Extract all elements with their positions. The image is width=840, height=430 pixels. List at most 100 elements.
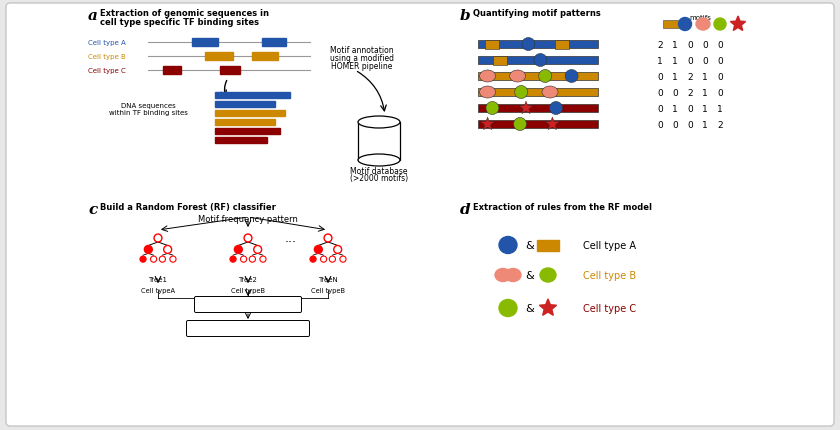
- Ellipse shape: [358, 117, 400, 129]
- Text: Cell type B: Cell type B: [88, 54, 126, 60]
- Circle shape: [254, 246, 261, 254]
- Bar: [478, 73, 598, 81]
- Text: Build a Random Forest (RF) classifier: Build a Random Forest (RF) classifier: [100, 203, 276, 212]
- Text: DNA sequences: DNA sequences: [121, 103, 176, 109]
- Text: 0: 0: [702, 40, 708, 49]
- Bar: [215, 111, 285, 117]
- FancyBboxPatch shape: [6, 4, 834, 426]
- Text: 2: 2: [717, 120, 722, 129]
- Bar: [192, 39, 218, 47]
- Text: &: &: [526, 270, 534, 280]
- Circle shape: [240, 256, 247, 263]
- Bar: [215, 120, 275, 126]
- Polygon shape: [731, 17, 746, 31]
- Text: 1: 1: [702, 88, 708, 97]
- Text: 1: 1: [672, 40, 678, 49]
- Text: Cell type A: Cell type A: [583, 240, 636, 250]
- Ellipse shape: [679, 18, 691, 31]
- Ellipse shape: [538, 71, 552, 83]
- Ellipse shape: [486, 102, 499, 115]
- Text: cell type specific TF binding sites: cell type specific TF binding sites: [100, 18, 259, 27]
- Text: Tree2: Tree2: [239, 276, 257, 283]
- Ellipse shape: [480, 71, 496, 83]
- FancyBboxPatch shape: [186, 321, 309, 337]
- Text: Cell typeB: Cell typeB: [231, 287, 265, 293]
- Bar: [478, 57, 598, 65]
- Text: 0: 0: [657, 104, 663, 113]
- Bar: [478, 105, 598, 113]
- Text: b: b: [460, 9, 470, 23]
- Circle shape: [150, 256, 157, 263]
- Text: Cell type C: Cell type C: [583, 303, 636, 313]
- Text: Majority Voting: Majority Voting: [219, 300, 277, 309]
- Ellipse shape: [565, 71, 578, 83]
- Circle shape: [324, 234, 332, 243]
- Text: Cell type B: Cell type B: [583, 270, 636, 280]
- Circle shape: [314, 246, 323, 254]
- Bar: [262, 39, 286, 47]
- Ellipse shape: [714, 19, 726, 31]
- Text: 1: 1: [672, 104, 678, 113]
- Text: 0: 0: [687, 104, 693, 113]
- Circle shape: [144, 246, 152, 254]
- Text: Motif frequency pattern: Motif frequency pattern: [198, 215, 298, 224]
- Polygon shape: [539, 299, 557, 316]
- Bar: [220, 67, 240, 75]
- Bar: [358, 123, 400, 161]
- Ellipse shape: [499, 300, 517, 317]
- Text: 0: 0: [717, 40, 723, 49]
- Text: (>2000 motifs): (>2000 motifs): [350, 174, 408, 183]
- Text: 1: 1: [657, 56, 663, 65]
- Text: motifs: motifs: [689, 15, 711, 21]
- Text: 1: 1: [672, 72, 678, 81]
- Text: Extraction of genomic sequences in: Extraction of genomic sequences in: [100, 9, 269, 18]
- Text: Motif database: Motif database: [350, 166, 407, 175]
- Ellipse shape: [549, 102, 563, 115]
- Circle shape: [154, 234, 162, 243]
- Polygon shape: [519, 102, 533, 114]
- Circle shape: [164, 246, 171, 254]
- Text: Cell typeA: Cell typeA: [141, 287, 175, 293]
- Text: Cell type A: Cell type A: [88, 40, 126, 46]
- Text: a: a: [88, 9, 98, 23]
- Bar: [252, 53, 278, 61]
- Ellipse shape: [513, 118, 527, 131]
- Text: 2: 2: [687, 72, 693, 81]
- Text: d: d: [460, 203, 470, 216]
- Bar: [478, 89, 598, 97]
- Text: 0: 0: [657, 88, 663, 97]
- Circle shape: [329, 256, 335, 263]
- Bar: [555, 40, 569, 49]
- Bar: [478, 41, 598, 49]
- Text: 0: 0: [702, 56, 708, 65]
- Text: Tree1: Tree1: [149, 276, 167, 283]
- Text: 0: 0: [687, 56, 693, 65]
- Text: 2: 2: [687, 88, 693, 97]
- Bar: [537, 240, 559, 251]
- Text: 2: 2: [657, 40, 663, 49]
- Circle shape: [140, 256, 146, 263]
- Text: 0: 0: [672, 120, 678, 129]
- Text: 1: 1: [672, 56, 678, 65]
- Text: 0: 0: [717, 56, 723, 65]
- Circle shape: [170, 256, 176, 263]
- Text: Motif annotation: Motif annotation: [330, 46, 394, 55]
- Text: 0: 0: [657, 72, 663, 81]
- Text: ...: ...: [285, 232, 297, 245]
- Circle shape: [321, 256, 327, 263]
- Bar: [478, 121, 598, 129]
- Text: Cell typeB: Cell typeB: [311, 287, 345, 293]
- Circle shape: [234, 246, 242, 254]
- Ellipse shape: [495, 269, 511, 282]
- Ellipse shape: [510, 71, 526, 83]
- Polygon shape: [481, 118, 494, 130]
- Text: 0: 0: [717, 88, 723, 97]
- Bar: [486, 40, 500, 49]
- Text: Final Predicted Cell Type: Final Predicted Cell Type: [206, 326, 291, 332]
- Text: 0: 0: [717, 72, 723, 81]
- Circle shape: [333, 246, 342, 254]
- Ellipse shape: [358, 155, 400, 166]
- Text: Cell type C: Cell type C: [88, 68, 126, 74]
- Ellipse shape: [480, 87, 496, 99]
- Ellipse shape: [540, 268, 556, 283]
